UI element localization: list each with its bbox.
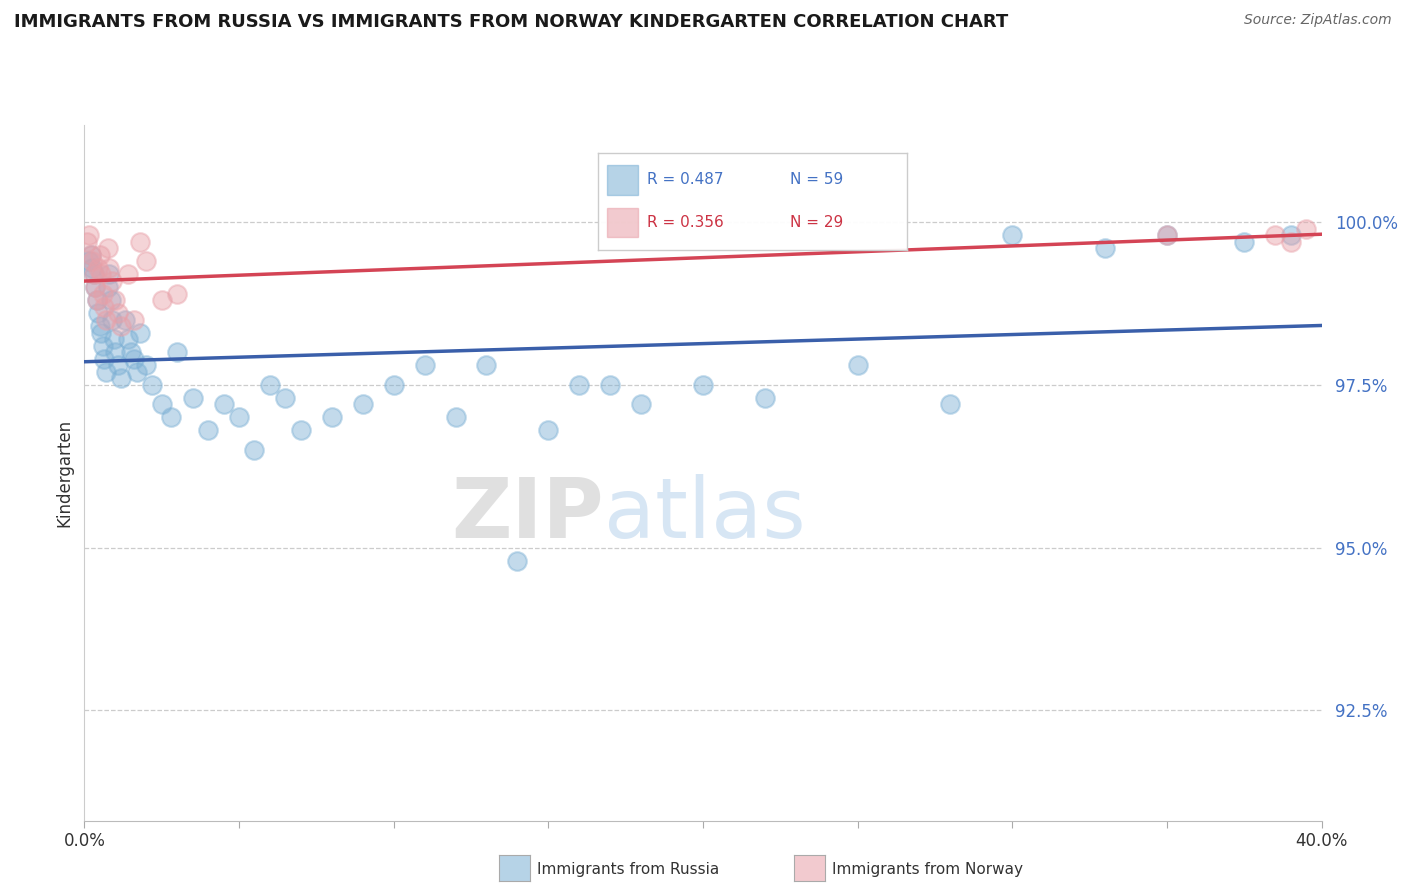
Point xyxy=(166,287,188,301)
Point xyxy=(274,391,297,405)
Point xyxy=(568,378,591,392)
Point xyxy=(93,351,115,366)
Point xyxy=(352,397,374,411)
Text: Immigrants from Norway: Immigrants from Norway xyxy=(832,863,1024,877)
Point xyxy=(1156,228,1178,243)
Point xyxy=(96,280,118,294)
Point xyxy=(104,345,127,359)
Point xyxy=(117,333,139,347)
Point xyxy=(94,313,117,327)
Point xyxy=(212,397,235,411)
Point xyxy=(87,260,110,275)
Point xyxy=(197,424,219,438)
Point xyxy=(1233,235,1256,249)
Point xyxy=(91,287,114,301)
Text: atlas: atlas xyxy=(605,474,806,555)
Point xyxy=(475,359,498,373)
Point xyxy=(181,391,204,405)
Point xyxy=(76,235,98,249)
Point xyxy=(1264,228,1286,243)
Point xyxy=(321,410,343,425)
Point xyxy=(382,378,405,392)
Point xyxy=(166,345,188,359)
Point xyxy=(125,365,148,379)
Point xyxy=(444,410,467,425)
Point xyxy=(91,339,114,353)
Text: Source: ZipAtlas.com: Source: ZipAtlas.com xyxy=(1244,13,1392,28)
Point xyxy=(413,359,436,373)
Point xyxy=(101,274,124,288)
Point xyxy=(692,378,714,392)
Point xyxy=(228,410,250,425)
Point xyxy=(103,333,125,347)
Point xyxy=(1279,235,1302,249)
Point xyxy=(79,248,101,262)
Point xyxy=(89,248,111,262)
Point xyxy=(77,228,100,243)
Point xyxy=(101,313,124,327)
Y-axis label: Kindergarten: Kindergarten xyxy=(55,418,73,527)
Point xyxy=(90,326,112,340)
Point xyxy=(120,345,142,359)
Point xyxy=(150,293,173,308)
Point xyxy=(939,397,962,411)
Point xyxy=(1094,242,1116,256)
Point xyxy=(135,254,157,268)
Point xyxy=(537,424,560,438)
Point xyxy=(1295,222,1317,236)
Point xyxy=(93,300,115,314)
Text: IMMIGRANTS FROM RUSSIA VS IMMIGRANTS FROM NORWAY KINDERGARTEN CORRELATION CHART: IMMIGRANTS FROM RUSSIA VS IMMIGRANTS FRO… xyxy=(14,13,1008,31)
Point xyxy=(90,268,112,282)
Point xyxy=(84,280,107,294)
Point xyxy=(89,319,111,334)
Point xyxy=(122,351,145,366)
Text: Immigrants from Russia: Immigrants from Russia xyxy=(537,863,720,877)
Point xyxy=(129,326,152,340)
Point xyxy=(87,306,110,320)
Point xyxy=(84,280,107,294)
Point xyxy=(1279,228,1302,243)
Point xyxy=(243,442,266,457)
Point xyxy=(290,424,312,438)
Point xyxy=(104,293,127,308)
Point xyxy=(122,313,145,327)
Point xyxy=(94,365,117,379)
Point xyxy=(83,268,105,282)
Point xyxy=(86,293,108,308)
Point xyxy=(117,268,139,282)
Point xyxy=(846,359,869,373)
Point xyxy=(100,293,122,308)
Point xyxy=(135,359,157,373)
Point xyxy=(160,410,183,425)
Point xyxy=(630,397,652,411)
Point xyxy=(79,248,101,262)
Point xyxy=(82,260,104,275)
Point xyxy=(98,268,121,282)
Point xyxy=(150,397,173,411)
Point xyxy=(110,319,132,334)
Point xyxy=(141,378,163,392)
Point xyxy=(114,313,136,327)
Point xyxy=(82,254,104,268)
Point xyxy=(1001,228,1024,243)
Point xyxy=(86,293,108,308)
Point xyxy=(110,371,132,385)
Point xyxy=(98,260,121,275)
Point xyxy=(96,242,118,256)
Text: ZIP: ZIP xyxy=(451,474,605,555)
Point xyxy=(107,359,129,373)
Point xyxy=(83,268,105,282)
Point xyxy=(259,378,281,392)
Point xyxy=(599,378,621,392)
Point xyxy=(506,553,529,567)
Point xyxy=(754,391,776,405)
Point xyxy=(1156,228,1178,243)
Point xyxy=(107,306,129,320)
Point xyxy=(129,235,152,249)
Point xyxy=(77,254,100,268)
